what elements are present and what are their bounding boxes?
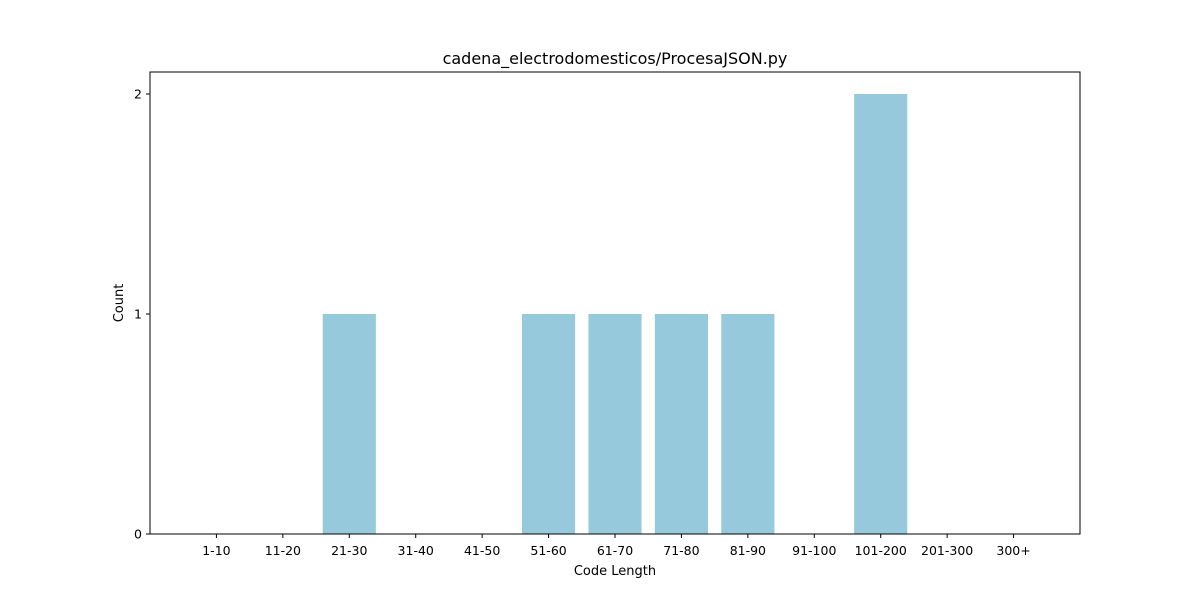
bar-61-70	[588, 314, 642, 534]
y-tick-label: 2	[134, 87, 142, 102]
x-tick-label: 11-20	[265, 543, 301, 558]
bar-51-60	[522, 314, 576, 534]
chart-title: cadena_electrodomesticos/ProcesaJSON.py	[443, 49, 788, 69]
x-tick-label: 81-90	[730, 543, 766, 558]
x-tick-label: 21-30	[331, 543, 367, 558]
x-tick-label: 91-100	[792, 543, 836, 558]
x-tick-label: 101-200	[855, 543, 907, 558]
x-tick-label: 71-80	[663, 543, 699, 558]
x-tick-label: 41-50	[464, 543, 500, 558]
x-axis-label: Code Length	[574, 564, 656, 579]
y-axis-ticks: 0 1 2	[134, 87, 150, 542]
x-axis-ticks: 1-10 11-20 21-30 31-40 41-50 51-60 61-70 71-80 8…	[202, 534, 1031, 558]
bar-81-90	[721, 314, 775, 534]
y-tick-label: 0	[134, 527, 142, 542]
y-tick-label: 1	[134, 307, 142, 322]
bar-21-30	[322, 314, 376, 534]
x-tick-label: 1-10	[202, 543, 230, 558]
bar-71-80	[654, 314, 708, 534]
x-tick-label: 201-300	[921, 543, 973, 558]
bars-group	[322, 94, 908, 534]
x-tick-label: 61-70	[597, 543, 633, 558]
y-axis-label: Count	[112, 284, 127, 323]
x-tick-label: 31-40	[398, 543, 434, 558]
x-tick-label: 300+	[996, 543, 1030, 558]
x-tick-label: 51-60	[530, 543, 566, 558]
bar-101-200	[854, 94, 908, 534]
